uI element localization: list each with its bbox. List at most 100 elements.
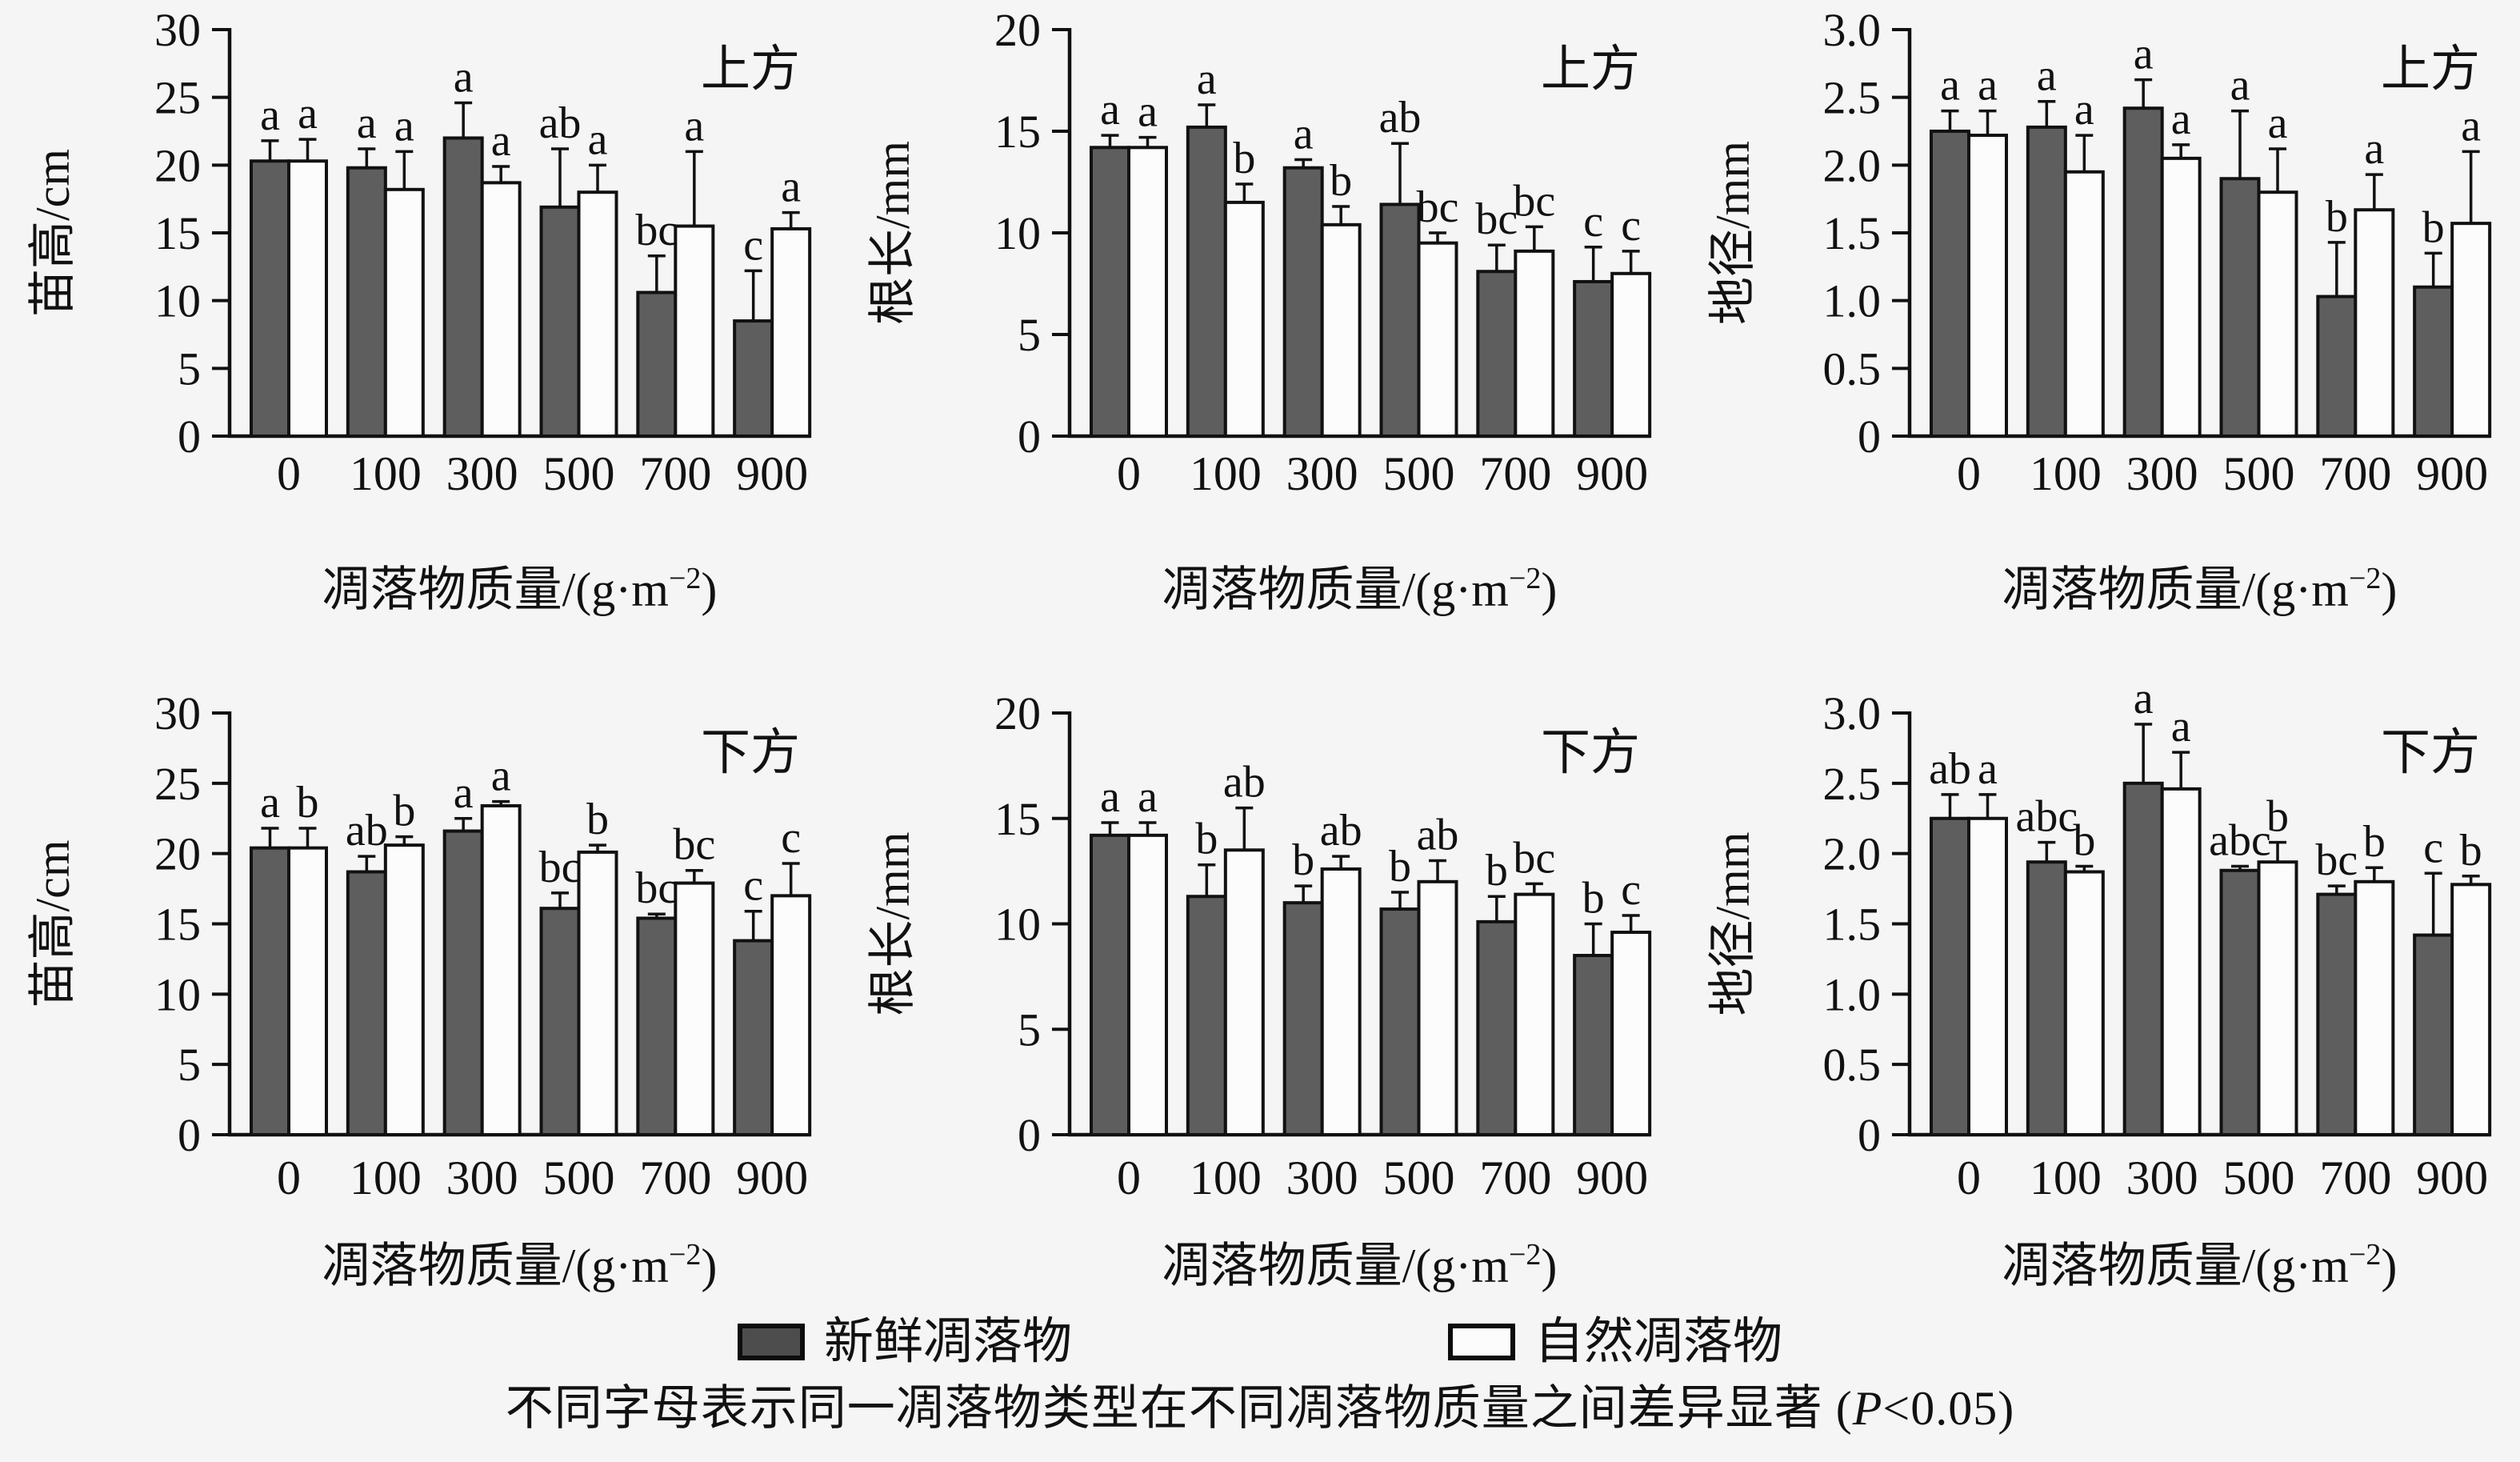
svg-text:bc: bc [635, 206, 678, 255]
svg-text:100: 100 [350, 447, 422, 500]
svg-text:0: 0 [1117, 1152, 1141, 1204]
legend-item-natural-litter: 自然凋落物 [1448, 1317, 1782, 1367]
svg-text:0: 0 [178, 1109, 201, 1161]
significance-note-pre: 不同字母表示同一凋落物类型在不同凋落物质量之间差异显著 ( [505, 1382, 1853, 1435]
svg-text:a: a [781, 162, 801, 212]
chart-ground-diameter-upper: 00.51.01.52.02.53.0a a aab ba a a aa a0 100 300 50… [1706, 4, 2492, 616]
svg-text:5: 5 [1018, 309, 1041, 361]
svg-text:a: a [2230, 61, 2250, 110]
svg-text:2.0: 2.0 [1823, 828, 1882, 880]
svg-text:c: c [2423, 823, 2443, 872]
svg-text:a: a [2134, 30, 2154, 79]
svg-text:b: b [2460, 826, 2482, 875]
svg-text:a: a [1978, 744, 1998, 794]
svg-text:a: a [2074, 85, 2094, 134]
svg-text:b: b [1389, 842, 1411, 891]
svg-text:30: 30 [154, 4, 201, 56]
svg-text:300: 300 [2126, 1152, 2198, 1204]
svg-text:a: a [1100, 772, 1120, 822]
svg-text:100: 100 [1190, 447, 1262, 500]
svg-text:地径/mm: 地径/mm [1706, 141, 1759, 325]
svg-text:0: 0 [277, 447, 301, 500]
svg-text:a: a [684, 101, 704, 150]
svg-text:bc: bc [673, 820, 715, 870]
svg-text:25: 25 [154, 72, 201, 124]
svg-text:bc: bc [539, 843, 582, 892]
svg-text:a: a [2461, 101, 2481, 150]
svg-text:900: 900 [736, 447, 808, 500]
svg-text:30: 30 [154, 687, 201, 739]
svg-text:凋落物质量/(g·m−2): 凋落物质量/(g·m−2) [1162, 1238, 1558, 1292]
svg-text:根长/mm: 根长/mm [866, 831, 919, 1015]
svg-text:b: b [1486, 846, 1508, 895]
svg-text:a: a [1294, 110, 1314, 159]
svg-text:a: a [260, 778, 280, 827]
svg-text:bc: bc [1513, 176, 1555, 226]
svg-text:1.5: 1.5 [1823, 899, 1882, 951]
svg-text:500: 500 [543, 1152, 615, 1204]
svg-text:a: a [2364, 124, 2384, 174]
svg-text:500: 500 [2223, 1152, 2295, 1204]
legend-label-natural-litter: 自然凋落物 [1534, 1315, 1783, 1369]
svg-text:c: c [1583, 197, 1603, 246]
svg-text:b: b [1233, 134, 1255, 183]
svg-text:0: 0 [178, 411, 201, 463]
svg-text:b: b [297, 778, 319, 827]
svg-text:b: b [1292, 835, 1314, 885]
svg-text:0: 0 [1018, 411, 1041, 463]
svg-text:100: 100 [2030, 447, 2102, 500]
svg-text:0: 0 [1858, 411, 1881, 463]
svg-text:bc: bc [1513, 833, 1555, 883]
svg-text:凋落物质量/(g·m−2): 凋落物质量/(g·m−2) [2002, 1238, 2398, 1292]
svg-text:a: a [1100, 85, 1120, 134]
svg-text:0: 0 [1957, 1152, 1981, 1204]
svg-text:b: b [2326, 192, 2348, 242]
svg-text:b: b [393, 787, 415, 836]
svg-text:a: a [2171, 94, 2191, 144]
svg-text:a: a [298, 89, 318, 138]
svg-text:b: b [1330, 156, 1352, 206]
svg-text:上方: 上方 [1541, 42, 1640, 97]
svg-text:500: 500 [2223, 447, 2295, 500]
svg-text:20: 20 [154, 828, 201, 880]
svg-text:ab: ab [1223, 758, 1266, 807]
svg-text:b: b [586, 795, 609, 844]
svg-text:2.5: 2.5 [1823, 72, 1882, 124]
svg-text:地径/mm: 地径/mm [1706, 831, 1759, 1015]
svg-text:900: 900 [2416, 447, 2488, 500]
svg-text:下方: 下方 [701, 726, 800, 780]
svg-text:a: a [357, 98, 377, 148]
svg-text:c: c [1621, 201, 1641, 250]
svg-text:900: 900 [2416, 1152, 2488, 1204]
chart-grid: 0 5 10 15 20 25 30 a a a ab bc c a a a a a a 0 100 300 500 700 9… [26, 4, 2492, 1292]
significance-note-post: <0.05) [1882, 1382, 2015, 1435]
svg-text:15: 15 [994, 106, 1041, 158]
svg-text:上方: 上方 [701, 42, 800, 97]
svg-text:700: 700 [1479, 447, 1551, 500]
svg-text:c: c [781, 813, 801, 863]
svg-text:bc: bc [1475, 194, 1518, 244]
svg-text:700: 700 [1479, 1152, 1551, 1204]
svg-text:25: 25 [154, 758, 201, 810]
footnote-row: 不同字母表示同一凋落物类型在不同凋落物质量之间差异显著 (P<0.05) [0, 1382, 2520, 1462]
svg-text:900: 900 [1576, 447, 1648, 500]
svg-text:a: a [2268, 98, 2288, 148]
svg-text:20: 20 [994, 687, 1041, 739]
svg-text:bc: bc [2315, 835, 2358, 885]
svg-text:c: c [1621, 865, 1641, 915]
svg-text:10: 10 [154, 275, 201, 327]
svg-text:300: 300 [2126, 447, 2198, 500]
svg-text:300: 300 [446, 1152, 518, 1204]
svg-text:a: a [260, 90, 280, 140]
legend: 新鲜凋落物 自然凋落物 [0, 1302, 2520, 1382]
svg-text:b: b [2073, 815, 2095, 865]
svg-text:凋落物质量/(g·m−2): 凋落物质量/(g·m−2) [1162, 562, 1558, 616]
svg-text:0.5: 0.5 [1823, 1039, 1882, 1091]
svg-text:20: 20 [994, 4, 1041, 56]
svg-text:凋落物质量/(g·m−2): 凋落物质量/(g·m−2) [322, 562, 718, 616]
svg-text:700: 700 [639, 1152, 711, 1204]
